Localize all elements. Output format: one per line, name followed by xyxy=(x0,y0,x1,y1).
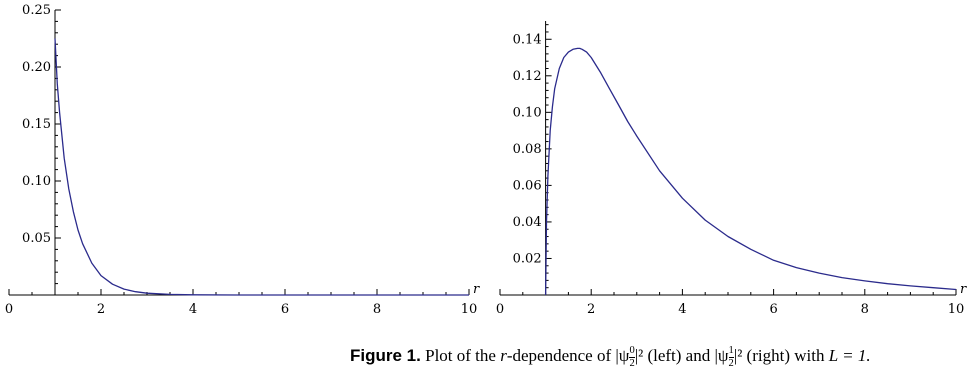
right-x-tick-label: 10 xyxy=(948,302,965,317)
caption-text-e: L = 1. xyxy=(828,346,871,365)
right-y-tick-label: 0.04 xyxy=(513,215,542,230)
left-x-axis-name: r xyxy=(473,282,480,297)
left-curve xyxy=(54,38,469,296)
left-y-tick-label: 0.05 xyxy=(22,231,51,246)
left-x-tick-label: 8 xyxy=(373,302,381,317)
figure-caption: Figure 1. Plot of the r-dependence of |ψ… xyxy=(0,346,974,369)
left-y-tick-label: 0.15 xyxy=(22,117,51,132)
left-x-tick-label: 2 xyxy=(97,302,105,317)
left-x-tick-label: 6 xyxy=(281,302,289,317)
figure-plots: 0 2 4 6 8 10 r 0.05 0.10 0.15 0.20 0.25 0 2 4 6 8 10 r 0.0… xyxy=(5,3,967,317)
left-y-tick-label: 0.10 xyxy=(22,174,51,189)
left-plot: 0 2 4 6 8 10 r 0.05 0.10 0.15 0.20 0.25 xyxy=(5,3,480,317)
right-curve xyxy=(544,47,957,296)
right-x-axis-name: r xyxy=(960,282,967,297)
right-y-tick-label: 0.06 xyxy=(513,178,542,193)
right-x-tick-label: 2 xyxy=(587,302,595,317)
right-plot: 0 2 4 6 8 10 r 0.02 0.04 0.06 0.08 0.10 0.12 0.14 xyxy=(496,21,967,317)
right-x-tick-label: 4 xyxy=(678,302,686,317)
right-y-tick-label: 0.12 xyxy=(513,69,542,84)
right-y-tick-label: 0.08 xyxy=(513,142,542,157)
caption-text-b: -dependence of |ψ xyxy=(506,346,630,365)
caption-text-a: Plot of the xyxy=(425,346,496,365)
left-y-tick-label: 0.20 xyxy=(22,60,51,75)
right-x-tick-label: 0 xyxy=(496,302,504,317)
right-x-tick-label: 6 xyxy=(769,302,777,317)
right-y-tick-label: 0.10 xyxy=(513,105,542,120)
left-y-tick-label: 0.25 xyxy=(22,3,51,18)
left-x-tick-label: 4 xyxy=(189,302,197,317)
caption-text-c: |² (left) and |ψ xyxy=(634,346,729,365)
caption-text-d: |² (right) with xyxy=(733,346,825,365)
caption-var-r: r xyxy=(500,346,507,365)
left-x-tick-label: 0 xyxy=(5,302,13,317)
right-y-tick-label: 0.02 xyxy=(513,251,542,266)
caption-label: Figure 1. xyxy=(350,346,421,365)
right-x-tick-label: 8 xyxy=(861,302,869,317)
left-x-tick-label: 10 xyxy=(461,302,478,317)
right-y-tick-label: 0.14 xyxy=(513,32,542,47)
